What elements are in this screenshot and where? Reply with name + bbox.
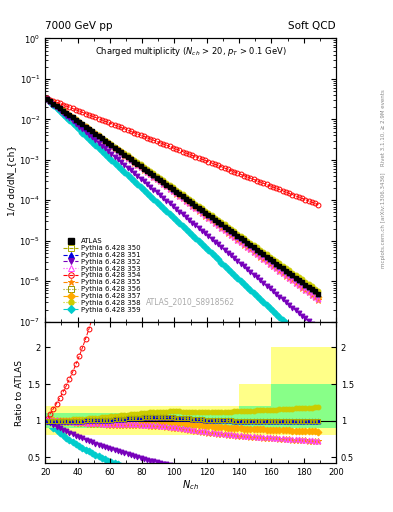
Y-axis label: Ratio to ATLAS: Ratio to ATLAS	[15, 359, 24, 425]
Text: mcplots.cern.ch [arXiv:1306.3436]: mcplots.cern.ch [arXiv:1306.3436]	[381, 173, 386, 268]
Bar	[272, 384, 336, 428]
Text: 7000 GeV pp: 7000 GeV pp	[45, 20, 113, 31]
Text: Soft QCD: Soft QCD	[288, 20, 336, 31]
Bar	[207, 414, 239, 428]
Bar	[174, 406, 207, 436]
Text: Charged multiplicity ($N_{ch}$ > 20, $p_T$ > 0.1 GeV): Charged multiplicity ($N_{ch}$ > 20, $p_…	[95, 46, 286, 58]
Bar	[110, 406, 174, 436]
Text: Rivet 3.1.10, ≥ 2.9M events: Rivet 3.1.10, ≥ 2.9M events	[381, 90, 386, 166]
Bar	[45, 406, 110, 436]
Y-axis label: 1/σ dσ/dN_{ch}: 1/σ dσ/dN_{ch}	[7, 144, 17, 216]
Bar	[272, 348, 336, 436]
Text: ATLAS_2010_S8918562: ATLAS_2010_S8918562	[146, 297, 235, 306]
Bar	[110, 414, 174, 428]
X-axis label: $N_{ch}$: $N_{ch}$	[182, 479, 199, 493]
Legend: ATLAS, Pythia 6.428 350, Pythia 6.428 351, Pythia 6.428 352, Pythia 6.428 353, P: ATLAS, Pythia 6.428 350, Pythia 6.428 35…	[60, 236, 143, 315]
Bar	[207, 406, 239, 436]
Bar	[45, 414, 110, 428]
Bar	[239, 406, 272, 428]
Bar	[239, 384, 272, 436]
Bar	[174, 414, 207, 428]
